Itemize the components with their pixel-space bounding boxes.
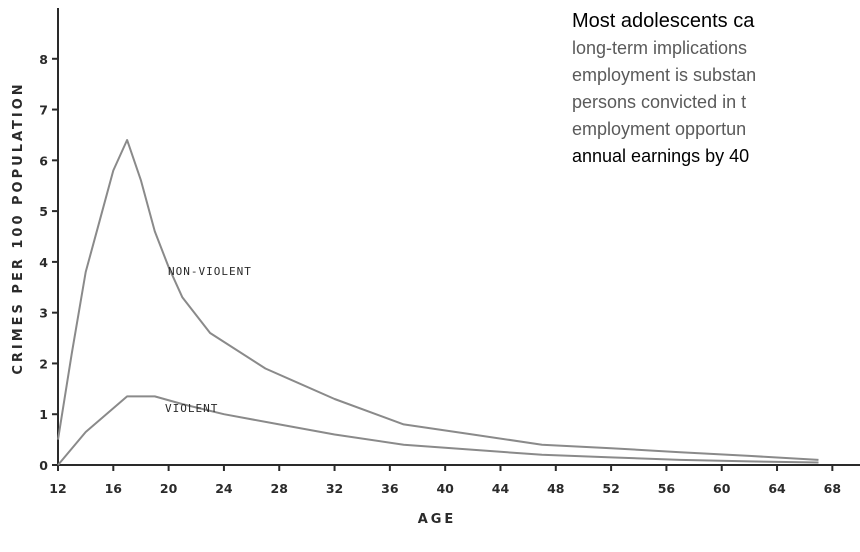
- text-line-3: persons convicted in t: [572, 92, 747, 112]
- y-tick-label: 5: [39, 204, 48, 219]
- y-tick-label: 1: [39, 407, 48, 422]
- x-tick-label: 56: [658, 481, 676, 496]
- y-tick-label: 7: [39, 103, 48, 118]
- y-tick-label: 3: [39, 306, 48, 321]
- x-tick-label: 44: [492, 481, 510, 496]
- series-line-violent: [57, 395, 819, 466]
- x-tick-label: 64: [768, 481, 786, 496]
- series-group: [57, 139, 819, 466]
- y-tick-label: 4: [39, 255, 48, 270]
- y-tick-label: 2: [39, 356, 48, 371]
- y-tick-label: 6: [39, 153, 48, 168]
- x-tick-label: 68: [824, 481, 841, 496]
- text-panel: Most adolescents ca long-term implicatio…: [572, 8, 860, 170]
- x-tick-label: 24: [215, 481, 233, 496]
- x-tick-label: 32: [326, 481, 343, 496]
- series-label-non-violent: NON-VIOLENT: [168, 265, 252, 278]
- series-line-non-violent: [57, 139, 819, 461]
- x-tick-label: 12: [49, 481, 66, 496]
- text-line-5: annual earnings by 40: [572, 146, 750, 166]
- x-axis-title: AGE: [418, 512, 457, 527]
- x-tick-label: 48: [547, 481, 564, 496]
- x-tick-label: 20: [160, 481, 178, 496]
- y-axis-ticks: 0 1 2 3 4 5 6 7 8: [39, 52, 58, 473]
- y-axis-title: CRIMES PER 100 POPULATION: [11, 81, 26, 374]
- x-axis-ticks: 12 16 20 24 28 32 36 40 44 48 52 56 60 64 68: [49, 465, 841, 496]
- x-tick-label: 40: [436, 481, 454, 496]
- text-line-4: employment opportun: [572, 119, 747, 139]
- x-tick-label: 16: [105, 481, 123, 496]
- x-tick-label: 28: [271, 481, 288, 496]
- y-tick-label: 0: [39, 458, 48, 473]
- text-line-1: long-term implications: [572, 38, 748, 58]
- series-label-violent: VIOLENT: [165, 402, 218, 415]
- x-tick-label: 52: [602, 481, 619, 496]
- y-tick-label: 8: [39, 52, 48, 67]
- x-tick-label: 60: [713, 481, 731, 496]
- text-line-2: employment is substan: [572, 65, 757, 85]
- x-tick-label: 36: [381, 481, 399, 496]
- headline: Most adolescents ca: [572, 10, 755, 32]
